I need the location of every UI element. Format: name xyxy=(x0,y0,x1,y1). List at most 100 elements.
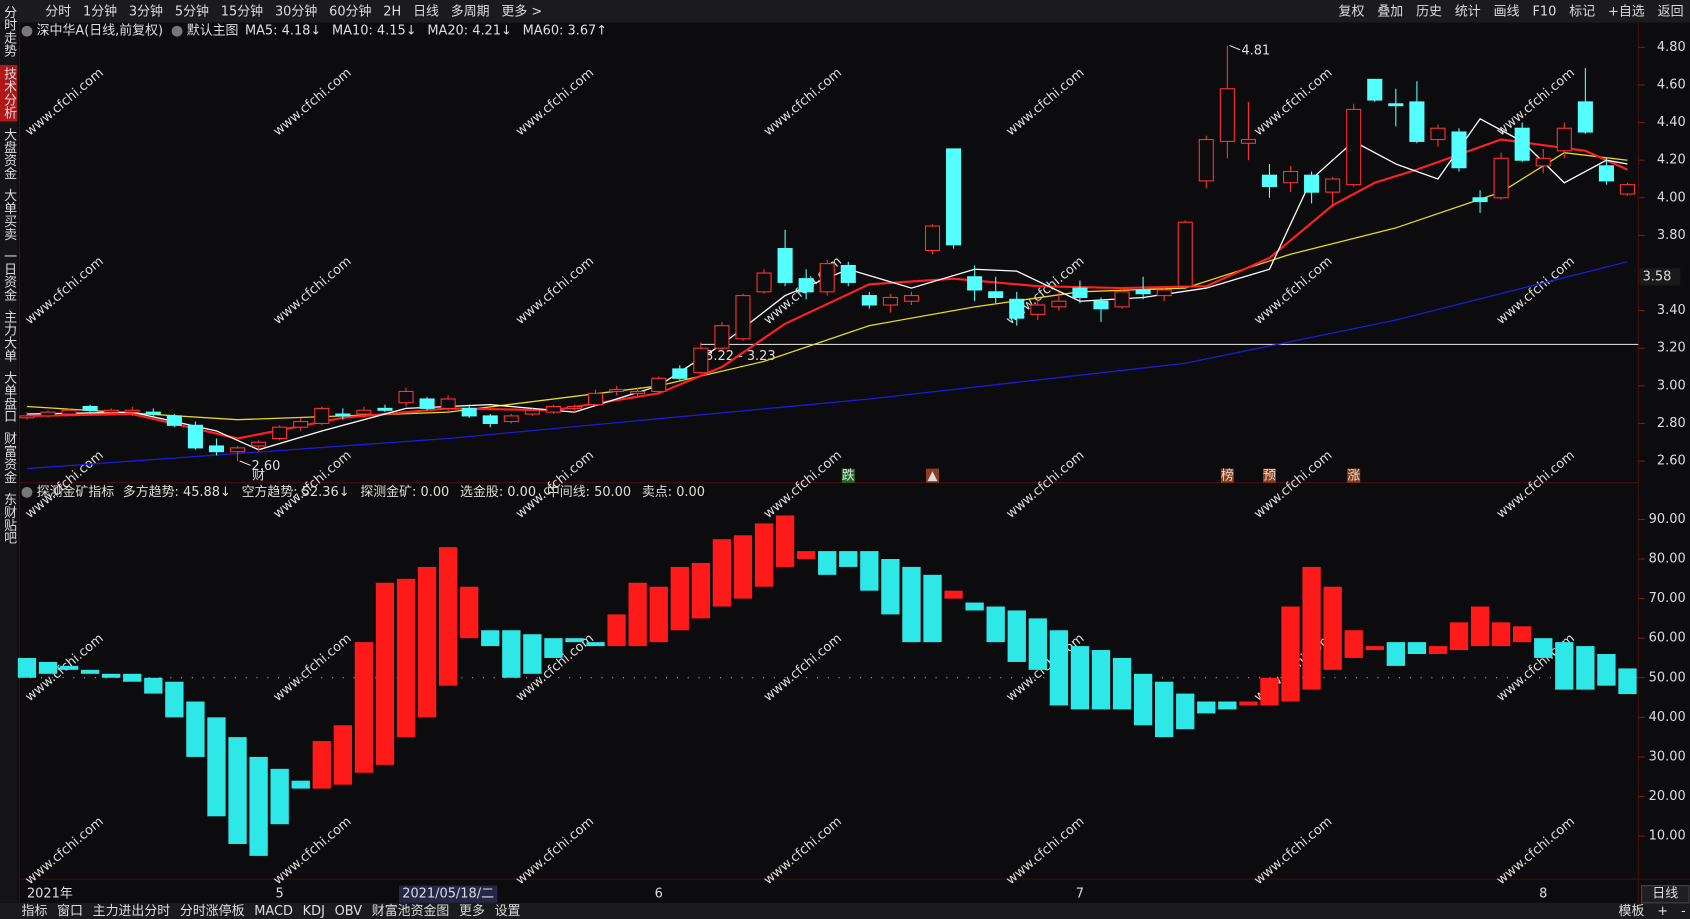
trend-bar xyxy=(818,551,837,575)
header-icon xyxy=(171,25,183,37)
period-tab[interactable]: 1分钟 xyxy=(83,3,117,19)
candle-body xyxy=(882,296,898,306)
trend-bar xyxy=(1007,610,1026,662)
trend-bar xyxy=(1344,630,1363,658)
y-tick-label: 4.60 xyxy=(1657,77,1686,92)
trend-bar xyxy=(923,574,942,643)
y-tick-label: 3.80 xyxy=(1657,228,1686,243)
trend-bar xyxy=(1576,646,1595,690)
trend-bar xyxy=(1428,646,1448,655)
period-tab[interactable]: 分时 xyxy=(45,4,71,19)
candle-body xyxy=(1619,184,1636,195)
bottom-tab[interactable]: 财富池资金图 xyxy=(372,903,450,919)
bottom-tab[interactable]: 更多 xyxy=(459,904,485,919)
bottom-tab[interactable]: 窗口 xyxy=(57,903,83,919)
bottom-tab[interactable]: 设置 xyxy=(495,904,521,919)
candle-body xyxy=(566,405,583,409)
trend-bar xyxy=(312,741,331,789)
candle-body xyxy=(314,407,330,424)
tool-button[interactable]: 复权 xyxy=(1339,3,1365,19)
period-tab[interactable]: 更多 > xyxy=(501,4,542,19)
trend-bar xyxy=(902,566,921,643)
trend-bar xyxy=(207,717,226,817)
legend-entry: 选金股: 0.00 xyxy=(460,484,536,500)
trend-bar xyxy=(860,551,879,591)
event-marker: 跌 xyxy=(842,468,855,484)
bottom-tab[interactable]: OBV xyxy=(335,904,363,919)
trend-bar xyxy=(1197,701,1216,714)
trend-bar xyxy=(417,566,437,718)
period-tab[interactable]: 3分钟 xyxy=(129,3,163,19)
event-marker: 财 xyxy=(252,469,265,484)
trend-bar xyxy=(17,657,37,678)
last-price-label: 3.58 xyxy=(1643,269,1672,284)
bottom-tab[interactable]: KDJ xyxy=(303,904,325,919)
bottom-tab[interactable]: 主力进出分时 xyxy=(93,904,171,919)
header-icon xyxy=(21,25,33,37)
trend-bar xyxy=(775,515,795,567)
bottom-tab[interactable]: MACD xyxy=(254,904,293,919)
candle-body xyxy=(588,392,604,406)
candle-body xyxy=(545,405,561,413)
side-tab[interactable]: 东财贴吧 xyxy=(1,493,16,545)
tool-button[interactable]: 叠加 xyxy=(1377,4,1403,19)
side-tab[interactable]: 一日资金 xyxy=(1,249,16,301)
side-strip xyxy=(0,22,18,903)
tool-button[interactable]: 标记 xyxy=(1569,4,1595,19)
trend-bar xyxy=(59,665,79,670)
side-tab[interactable]: 大单买卖 xyxy=(1,189,16,241)
tool-button[interactable]: 统计 xyxy=(1455,4,1481,19)
price-line-label: 3.22 - 3.23 xyxy=(705,349,775,364)
candle-body xyxy=(251,441,267,447)
legend-entry: MA20: 4.21↓ xyxy=(427,24,512,39)
candle-body xyxy=(1388,103,1404,107)
period-tab[interactable]: 30分钟 xyxy=(275,3,317,19)
period-tab[interactable]: 多周期 xyxy=(451,4,490,19)
tool-button[interactable]: 历史 xyxy=(1416,4,1442,19)
side-tab-active xyxy=(0,65,18,122)
side-tab[interactable]: 主力大单 xyxy=(1,310,16,362)
bottom-tab[interactable]: 指标 xyxy=(22,904,48,919)
trend-bar xyxy=(354,642,374,773)
bottom-tab[interactable]: 分时涨停板 xyxy=(180,903,245,919)
bottom-button[interactable]: + xyxy=(1657,904,1668,919)
tool-button[interactable]: 画线 xyxy=(1494,4,1520,19)
legend-entry: 探测金矿: 0.00 xyxy=(360,484,449,500)
period-tab[interactable]: 日线 xyxy=(413,4,439,19)
trend-bar xyxy=(628,582,647,647)
side-tab[interactable]: 大单盘口 xyxy=(1,371,16,423)
trend-bar xyxy=(796,551,816,560)
period-tab[interactable]: 60分钟 xyxy=(329,3,371,19)
side-tab[interactable]: 财富资金 xyxy=(1,432,16,484)
period-tab[interactable]: 5分钟 xyxy=(175,3,209,19)
side-tab[interactable]: 技术分析 xyxy=(1,67,16,119)
period-tab[interactable]: 2H xyxy=(383,4,401,19)
y-tick-label: 4.20 xyxy=(1657,153,1686,168)
trend-bar xyxy=(1049,630,1069,706)
period-tab[interactable]: 15分钟 xyxy=(221,3,263,19)
y-tick-label: 4.00 xyxy=(1657,190,1686,205)
trend-bar xyxy=(165,681,184,718)
y-tick-label: 50.00 xyxy=(1649,670,1686,685)
candle-body xyxy=(461,407,477,417)
trend-bar xyxy=(1028,618,1047,670)
candle-body xyxy=(124,409,140,413)
candle-body xyxy=(609,389,625,393)
bottom-button[interactable]: - xyxy=(1681,904,1686,919)
trend-bar xyxy=(1386,642,1405,666)
tool-button[interactable]: F10 xyxy=(1532,4,1556,19)
trend-bar xyxy=(986,606,1005,643)
candle-body xyxy=(988,291,1004,299)
chart-subtitle: 默认主图 xyxy=(187,23,239,39)
legend-entry: MA60: 3.67↑ xyxy=(523,24,608,39)
candle-body xyxy=(82,405,98,411)
tool-button[interactable]: +自选 xyxy=(1608,4,1645,19)
side-tab[interactable]: 分时走势 xyxy=(1,5,16,58)
tool-button[interactable]: 返回 xyxy=(1658,4,1684,19)
x-tick-label: 7 xyxy=(1076,887,1084,902)
trend-bar xyxy=(1239,701,1258,706)
trend-bar xyxy=(144,677,163,694)
legend-entry: 中间线: 50.00 xyxy=(547,485,631,500)
side-tab[interactable]: 大盘资金 xyxy=(1,128,16,180)
bottom-button[interactable]: 模板 xyxy=(1618,904,1644,919)
